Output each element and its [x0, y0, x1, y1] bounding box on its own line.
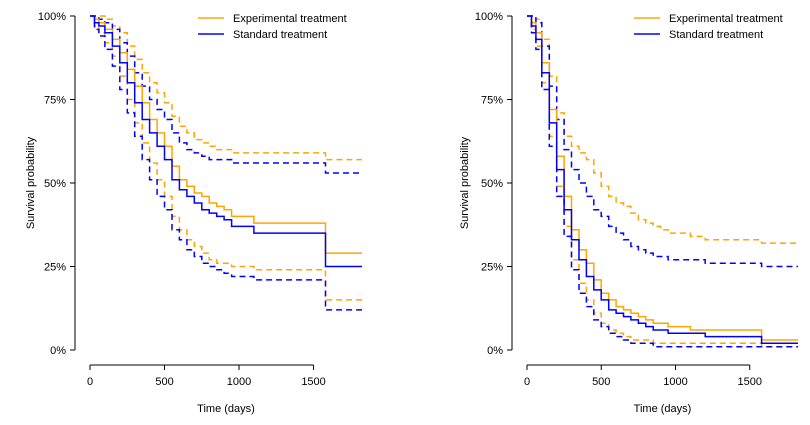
y-axis-title: Survival probability [25, 136, 37, 229]
x-tick-label: 0 [87, 376, 93, 388]
experimental-lower-ci-line [527, 15, 798, 348]
y-tick-label: 75% [44, 95, 66, 107]
legend: Experimental treatment Standard treatment [198, 13, 347, 41]
y-tick-label: 0% [50, 345, 66, 357]
standard-survival-line [527, 15, 798, 345]
x-axis-title: Time (days) [197, 403, 255, 415]
x-tick-label: 0 [524, 376, 530, 388]
y-tick-label: 50% [44, 178, 66, 190]
x-tick-label: 1000 [663, 376, 687, 388]
x-tick-label: 1000 [227, 376, 251, 388]
legend-label-standard: Standard treatment [669, 29, 763, 41]
legend-label-experimental: Experimental treatment [669, 13, 783, 25]
standard-survival-line [90, 15, 362, 268]
experimental-lower-ci-line [90, 15, 362, 301]
y-tick-label: 100% [475, 11, 503, 23]
x-tick-label: 1500 [301, 376, 325, 388]
chart-panel-1: 0% 25% 50% 75% 100% 0 500 1000 1500 Time (days) Su… [25, 11, 362, 415]
standard-upper-ci-line [90, 15, 362, 174]
x-axis-title: Time (days) [634, 403, 692, 415]
standard-upper-ci-line [527, 15, 798, 268]
y-tick-label: 50% [481, 178, 503, 190]
standard-lower-ci-line [90, 15, 362, 311]
y-tick-label: 100% [38, 11, 66, 23]
legend-label-standard: Standard treatment [233, 29, 327, 41]
legend-label-experimental: Experimental treatment [233, 13, 347, 25]
experimental-survival-line [527, 15, 798, 341]
standard-lower-ci-line [527, 15, 798, 348]
chart-panel-2: 0% 25% 50% 75% 100% 0 500 1000 1500 Time (days) Su… [459, 11, 798, 415]
x-tick-label: 500 [155, 376, 173, 388]
y-tick-label: 0% [487, 345, 503, 357]
y-tick-label: 25% [481, 262, 503, 274]
y-tick-label: 25% [44, 262, 66, 274]
experimental-upper-ci-line [90, 15, 362, 161]
y-axis-title: Survival probability [459, 136, 471, 229]
x-tick-label: 500 [592, 376, 610, 388]
experimental-survival-line [90, 15, 362, 254]
x-tick-label: 1500 [737, 376, 761, 388]
legend: Experimental treatment Standard treatment [634, 13, 783, 41]
y-tick-label: 75% [481, 95, 503, 107]
